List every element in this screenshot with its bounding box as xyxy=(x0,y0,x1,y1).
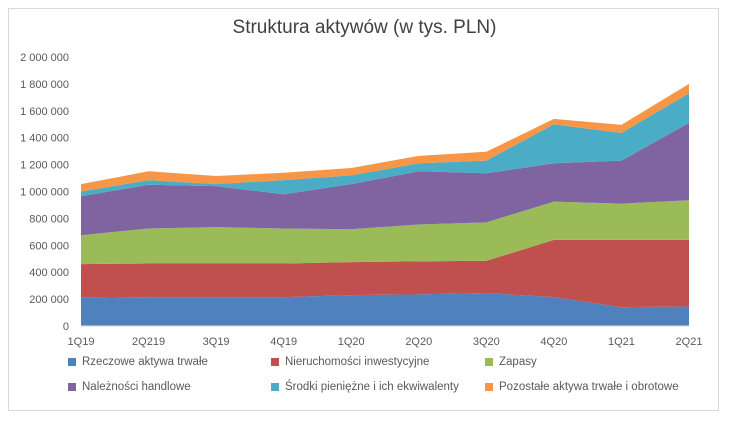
y-tick-label: 1 200 000 xyxy=(20,160,69,172)
area-series-6 xyxy=(81,83,689,192)
legend-swatch xyxy=(485,358,493,366)
area-series-3 xyxy=(81,200,689,265)
x-tick-label: 2Q219 xyxy=(132,336,165,348)
area-series-2 xyxy=(81,239,689,308)
legend-item: Rzeczowe aktywa trwałe xyxy=(68,356,208,368)
legend-item: Pozostałe aktywa trwałe i obrotowe xyxy=(485,381,679,393)
y-tick-label: 1 600 000 xyxy=(20,106,69,118)
chart-title: Struktura aktywów (w tys. PLN) xyxy=(232,17,497,38)
area-series-1 xyxy=(81,293,689,326)
y-tick-label: 600 000 xyxy=(29,240,69,252)
legend-label: Zapasy xyxy=(499,356,537,368)
x-tick-label: 1Q19 xyxy=(68,336,95,348)
x-tick-label: 2Q20 xyxy=(405,336,432,348)
x-tick-label: 4Q20 xyxy=(540,336,567,348)
y-tick-label: 1 800 000 xyxy=(20,79,69,91)
y-tick-label: 2 000 000 xyxy=(20,52,69,64)
legend-label: Rzeczowe aktywa trwałe xyxy=(82,356,208,368)
y-tick-label: 800 000 xyxy=(29,213,69,225)
legend-item: Środki pieniężne i ich ekwiwalenty xyxy=(271,381,459,393)
chart-legend: Rzeczowe aktywa trwałe Nieruchomości inwe… xyxy=(68,356,708,406)
y-tick-label: 400 000 xyxy=(29,267,69,279)
legend-label: Środki pieniężne i ich ekwiwalenty xyxy=(285,381,459,393)
legend-swatch xyxy=(68,383,76,391)
x-tick-label: 3Q20 xyxy=(473,336,500,348)
legend-swatch xyxy=(271,358,279,366)
x-tick-label: 2Q21 xyxy=(676,336,703,348)
legend-label: Pozostałe aktywa trwałe i obrotowe xyxy=(499,381,679,393)
legend-item: Zapasy xyxy=(485,356,537,368)
legend-swatch xyxy=(485,383,493,391)
area-series-4 xyxy=(81,122,689,236)
y-tick-label: 200 000 xyxy=(29,294,69,306)
legend-label: Należności handlowe xyxy=(82,381,191,393)
y-tick-label: 1 000 000 xyxy=(20,187,69,199)
y-tick-label: 1 400 000 xyxy=(20,133,69,145)
x-tick-label: 3Q19 xyxy=(203,336,230,348)
legend-label: Nieruchomości inwestycyjne xyxy=(285,356,430,368)
x-tick-label: 1Q20 xyxy=(338,336,365,348)
y-tick-label: 0 xyxy=(63,321,69,333)
area-series-5 xyxy=(81,93,689,197)
x-tick-label: 1Q21 xyxy=(608,336,635,348)
legend-swatch xyxy=(68,358,76,366)
legend-item: Nieruchomości inwestycyjne xyxy=(271,356,429,368)
legend-swatch xyxy=(271,383,279,391)
x-tick-label: 4Q19 xyxy=(270,336,297,348)
legend-item: Należności handlowe xyxy=(68,381,191,393)
